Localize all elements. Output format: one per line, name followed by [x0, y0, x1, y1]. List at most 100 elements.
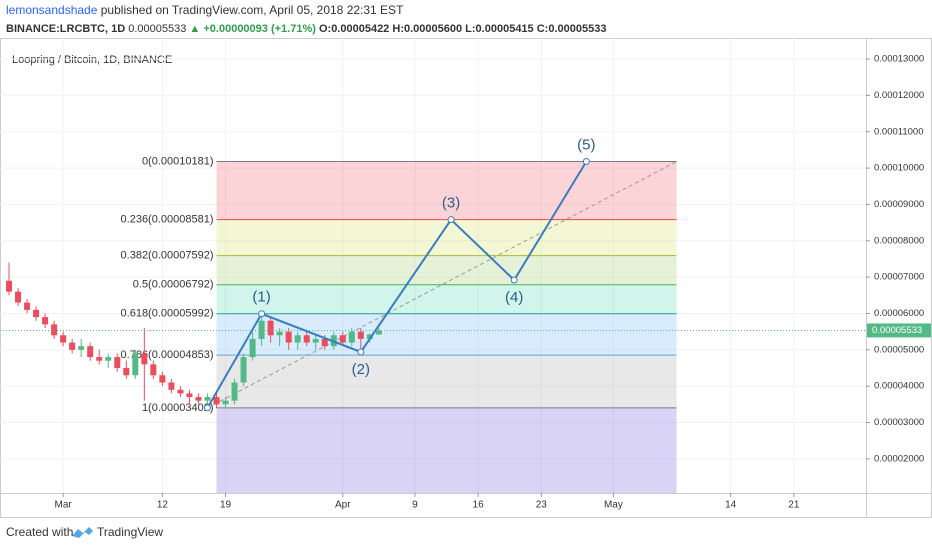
y-tick-label: 0.00004000	[874, 381, 924, 392]
x-tick-label: May	[604, 500, 623, 511]
last-price-label: 0.00005533	[872, 325, 922, 336]
footer-brand[interactable]: TradingView	[97, 525, 163, 539]
x-tick-label: Mar	[55, 500, 73, 511]
y-tick-label: 0.00012000	[874, 90, 924, 101]
candle-body	[348, 331, 355, 343]
candle-body	[321, 338, 328, 347]
y-tick-label: 0.00010000	[874, 163, 924, 174]
y-tick-label: 0.00009000	[874, 199, 924, 210]
y-tick-label: 0.00011000	[874, 126, 924, 137]
wave-line	[206, 161, 588, 409]
candle-body	[168, 382, 175, 390]
candle-body	[15, 291, 22, 303]
ohlc-low: L:0.00005415	[465, 23, 534, 35]
fib-zone	[216, 313, 677, 356]
price: 0.00005533	[128, 23, 186, 35]
fib-label: 0(0.00010181)	[142, 155, 214, 167]
candle-body	[105, 357, 112, 361]
candle-body	[303, 335, 310, 343]
ohlc-high: H:0.00005600	[392, 23, 462, 35]
candle-body	[285, 331, 292, 343]
candle-body	[276, 331, 283, 336]
candle-body	[231, 382, 238, 401]
candle-body	[132, 353, 139, 376]
candle-body	[204, 397, 211, 401]
candle-body	[375, 330, 382, 335]
wave-point	[258, 310, 266, 318]
wave-label: (3)	[442, 195, 460, 212]
candle-body	[222, 400, 229, 405]
y-tick-label: 0.00005000	[874, 344, 924, 355]
fib-label: 0.382(0.00007592)	[121, 250, 214, 262]
candle-body	[96, 357, 103, 361]
candle-body	[177, 389, 184, 394]
fib-zone	[216, 407, 677, 493]
x-tick-label: Apr	[335, 500, 351, 511]
y-tick-label: 0.00006000	[874, 308, 924, 319]
published: published on TradingView.com, April 05, …	[101, 3, 404, 17]
fib-zone	[216, 161, 677, 220]
fib-label: 0.236(0.00008581)	[121, 214, 214, 226]
fib-zone	[216, 284, 677, 314]
candle-body	[150, 364, 157, 376]
candle-body	[114, 357, 121, 368]
publish-line: lemonsandshade published on TradingView.…	[6, 3, 404, 17]
chart-title: Loopring / Bitcoin, 1D, BINANCE	[12, 54, 172, 66]
candle-body	[240, 357, 247, 383]
symbol: BINANCE:LRCBTC, 1D	[6, 23, 125, 35]
candle-body	[357, 331, 364, 339]
candle-body	[141, 353, 148, 365]
x-tick-label: 16	[473, 500, 485, 511]
candle-body	[267, 320, 274, 336]
wave-point	[357, 348, 365, 356]
candle-body	[294, 335, 301, 343]
ohlc-close: C:0.00005533	[537, 23, 607, 35]
x-tick-label: 23	[536, 500, 548, 511]
wave-label: (4)	[505, 289, 523, 306]
candle-body	[78, 346, 85, 350]
y-tick-label: 0.00013000	[874, 54, 924, 65]
candle-body	[366, 334, 373, 339]
candle-body	[312, 338, 319, 343]
x-tick-label: 14	[725, 500, 737, 511]
y-tick-label: 0.00007000	[874, 272, 924, 283]
fib-zone	[216, 355, 677, 408]
quote-line: BINANCE:LRCBTC, 1D 0.00005533 ▲ +0.00000…	[6, 23, 606, 35]
tv-logo	[72, 527, 93, 538]
fib-label: 0.618(0.00005992)	[121, 308, 214, 320]
publisher[interactable]: lemonsandshade	[6, 3, 98, 17]
candle-body	[51, 324, 58, 336]
wave-point	[510, 276, 518, 284]
candle-body	[42, 317, 49, 325]
wave-point	[203, 404, 211, 412]
footer-created: Created with	[6, 525, 73, 539]
ohlc-open: O:0.00005422	[319, 23, 389, 35]
change: ▲ +0.00000093 (+1.71%)	[189, 23, 316, 35]
candle-body	[258, 320, 265, 339]
candle-body	[186, 393, 193, 398]
last-price-box	[867, 323, 931, 338]
x-tick-label: 9	[412, 500, 418, 511]
candle-body	[249, 338, 256, 358]
candle-body	[339, 335, 346, 343]
candle-body	[33, 309, 40, 318]
wave-point	[447, 216, 455, 224]
x-tick-label: 19	[220, 500, 232, 511]
fib-label: 1(0.00003402)	[142, 402, 214, 414]
x-tick-label: 12	[157, 500, 169, 511]
wave-label: (2)	[352, 361, 370, 378]
trend-line	[207, 161, 677, 409]
candle-body	[87, 346, 94, 358]
candle-body	[195, 397, 202, 401]
candle-body	[60, 335, 67, 343]
candle-body	[6, 280, 13, 292]
wave-point	[582, 158, 590, 166]
wave-label: (5)	[577, 136, 595, 153]
candle-body	[69, 342, 76, 350]
y-tick-label: 0.00008000	[874, 235, 924, 246]
candle-body	[123, 367, 130, 376]
candle-body	[24, 302, 31, 310]
candle-body	[213, 397, 220, 405]
fib-label: 0.5(0.00006792)	[133, 279, 214, 291]
